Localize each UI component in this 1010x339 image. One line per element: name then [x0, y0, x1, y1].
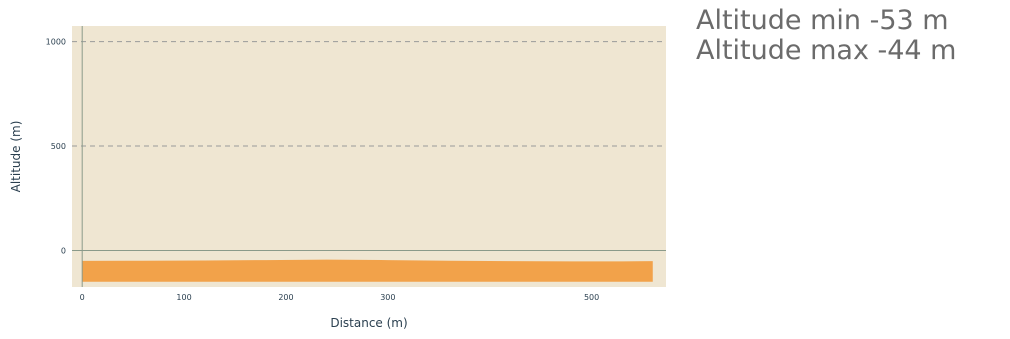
y-axis-label: Altitude (m) [9, 121, 23, 193]
x-tick-300: 300 [380, 293, 395, 302]
axes [72, 26, 666, 287]
altitude-stats: Altitude min -53 m Altitude max -44 m [696, 6, 956, 66]
y-tick-0: 0 [61, 246, 66, 255]
x-tick-0: 0 [80, 293, 85, 302]
area-series [82, 259, 653, 282]
altitude-profile-chart: 0 100 200 300 500 0 500 1000 Distance (m) Altit… [9, 26, 666, 330]
altitude-min-text: Altitude min -53 m [696, 5, 949, 36]
x-axis-label: Distance (m) [330, 316, 407, 330]
tick-labels: 0 100 200 300 500 0 500 1000 [46, 38, 600, 302]
y-tick-1000: 1000 [46, 38, 66, 47]
x-tick-200: 200 [278, 293, 293, 302]
x-tick-500: 500 [584, 293, 599, 302]
altitude-max-text: Altitude max -44 m [696, 35, 957, 66]
y-tick-500: 500 [51, 142, 66, 151]
x-tick-100: 100 [176, 293, 191, 302]
plot-area [72, 26, 666, 287]
altitude-area-0 [82, 259, 653, 282]
gridlines [72, 41, 666, 147]
